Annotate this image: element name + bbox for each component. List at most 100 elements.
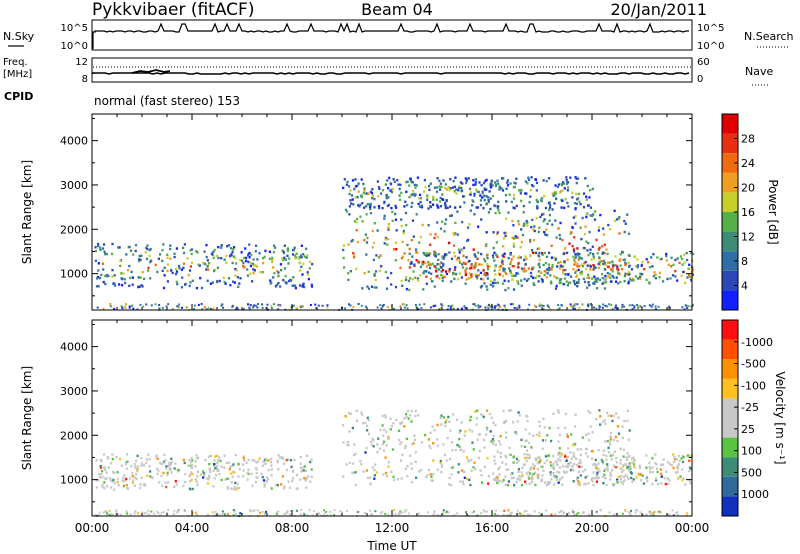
data-cell [157, 469, 160, 472]
data-cell [656, 482, 660, 486]
data-cell [688, 469, 691, 473]
data-cell [631, 461, 634, 464]
data-cell [443, 275, 446, 279]
data-cell [526, 415, 529, 418]
data-cell [459, 181, 462, 184]
data-cell [270, 464, 273, 467]
data-cell [303, 285, 306, 289]
data-cell [581, 265, 584, 268]
colorbar-swatch [722, 320, 738, 340]
data-cell [592, 264, 595, 267]
data-cell [354, 452, 357, 456]
data-cell [452, 232, 455, 235]
data-cell [551, 208, 554, 211]
data-cell [536, 247, 539, 251]
data-cell [451, 448, 454, 452]
data-cell [209, 282, 212, 285]
data-cell [111, 242, 114, 246]
data-cell [357, 511, 360, 513]
data-cell [480, 474, 483, 477]
data-cell [251, 484, 254, 488]
data-cell [577, 480, 580, 483]
data-cell [195, 511, 198, 514]
data-cell [577, 278, 580, 281]
data-cell [485, 274, 488, 277]
data-cell [546, 272, 549, 275]
data-cell [353, 256, 356, 259]
data-cell [270, 461, 273, 464]
data-cell [176, 305, 179, 308]
data-cell [511, 303, 514, 306]
data-cell [436, 438, 439, 441]
data-cell [121, 284, 124, 287]
data-cell [433, 285, 436, 288]
data-cell [231, 305, 234, 308]
data-cell [427, 260, 430, 264]
data-cell [442, 179, 445, 182]
data-cell [276, 484, 279, 487]
data-cell [512, 455, 515, 459]
data-cell [496, 255, 499, 258]
data-cell [454, 176, 457, 179]
data-cell [395, 248, 398, 251]
data-cell [286, 254, 289, 257]
data-cell [561, 465, 565, 468]
data-cell [256, 258, 259, 261]
data-cell [425, 254, 428, 257]
colorbar-tick-label: 8 [741, 255, 748, 268]
data-cell [315, 307, 318, 309]
data-cell [601, 252, 604, 255]
data-cell [530, 225, 533, 229]
data-cell [546, 268, 549, 271]
data-cell [476, 206, 479, 209]
data-cell [343, 178, 346, 181]
data-cell [550, 244, 553, 247]
data-cell [240, 251, 243, 254]
data-cell [387, 306, 389, 309]
data-cell [149, 277, 152, 280]
data-cell [608, 227, 611, 231]
data-cell [471, 204, 474, 207]
data-cell [666, 461, 670, 464]
data-cell [168, 466, 171, 470]
data-cell [247, 254, 250, 257]
data-cell [592, 463, 595, 466]
data-cell [414, 460, 417, 464]
data-cell [169, 244, 172, 247]
data-cell [592, 255, 595, 258]
data-cell [398, 187, 401, 191]
data-cell [680, 274, 683, 277]
data-cell [266, 476, 269, 479]
data-cell [420, 204, 424, 207]
data-cell [487, 196, 490, 199]
data-cell [129, 276, 132, 280]
data-cell [616, 267, 619, 270]
data-cell [269, 282, 272, 285]
data-cell [427, 254, 430, 257]
data-cell [404, 444, 407, 447]
data-cell [274, 246, 277, 249]
data-cell [360, 411, 363, 414]
data-cell [430, 475, 433, 478]
data-cell [656, 256, 659, 259]
data-cell [258, 457, 261, 460]
data-cell [103, 453, 106, 456]
data-cell [176, 282, 179, 286]
data-cell [229, 465, 232, 469]
data-cell [435, 270, 438, 273]
data-cell [115, 509, 118, 512]
data-cell [370, 191, 373, 195]
data-cell [540, 199, 543, 203]
data-cell [166, 473, 169, 477]
data-cell [191, 279, 194, 282]
data-cell [603, 243, 606, 246]
data-cell [346, 443, 349, 446]
data-cell [483, 510, 486, 513]
colorbar-swatch [722, 212, 738, 232]
data-cell [400, 257, 403, 260]
data-cell [585, 240, 588, 243]
data-cell [577, 281, 580, 284]
data-cell [466, 458, 470, 462]
data-cell [512, 255, 515, 258]
data-cell [444, 270, 447, 273]
